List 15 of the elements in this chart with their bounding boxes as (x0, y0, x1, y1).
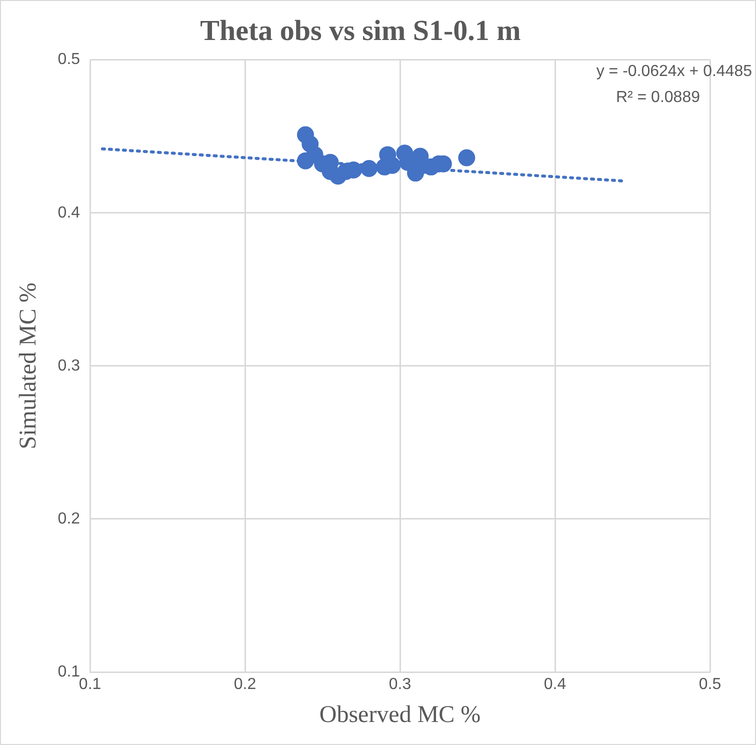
x-tick-label: 0.1 (78, 676, 102, 694)
y-tick-label: 0.5 (58, 51, 80, 68)
chart-title: Theta obs vs sim S1-0.1 m (200, 14, 521, 47)
x-tick-label: 0.3 (388, 676, 412, 694)
x-tick-label: 0.5 (698, 676, 722, 694)
y-tick-label: 0.1 (58, 663, 80, 680)
y-axis-title: Simulated MC % (16, 282, 42, 450)
x-tick-label: 0.2 (234, 676, 256, 694)
y-tick-label: 0.2 (58, 510, 80, 528)
y-tick-label: 0.3 (58, 357, 80, 374)
annotation: y = -0.0624x + 0.4485 (596, 63, 752, 80)
y-tick-label: 0.4 (58, 204, 80, 222)
annotation: R² = 0.0889 (616, 89, 700, 106)
x-tick-label: 0.4 (544, 676, 566, 694)
x-axis-title: Observed MC % (319, 702, 481, 728)
